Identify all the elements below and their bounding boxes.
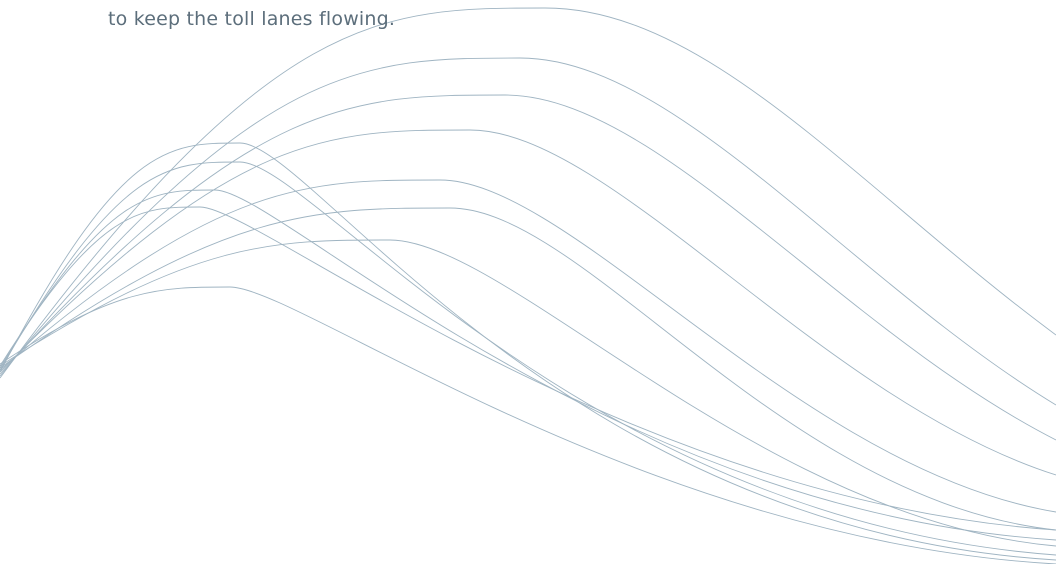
- body-text: to keep the toll lanes flowing.: [108, 8, 395, 30]
- curve: [0, 8, 1056, 378]
- curve: [0, 95, 1056, 440]
- curve: [0, 287, 1056, 564]
- page: to keep the toll lanes flowing. (() => {…: [0, 0, 1056, 564]
- curve: [0, 143, 1056, 560]
- decorative-curves: [0, 0, 1056, 564]
- curve: [0, 190, 1056, 540]
- curve: [0, 180, 1056, 512]
- curve: [0, 58, 1056, 405]
- curve: [0, 162, 1056, 555]
- curve: [0, 240, 1056, 546]
